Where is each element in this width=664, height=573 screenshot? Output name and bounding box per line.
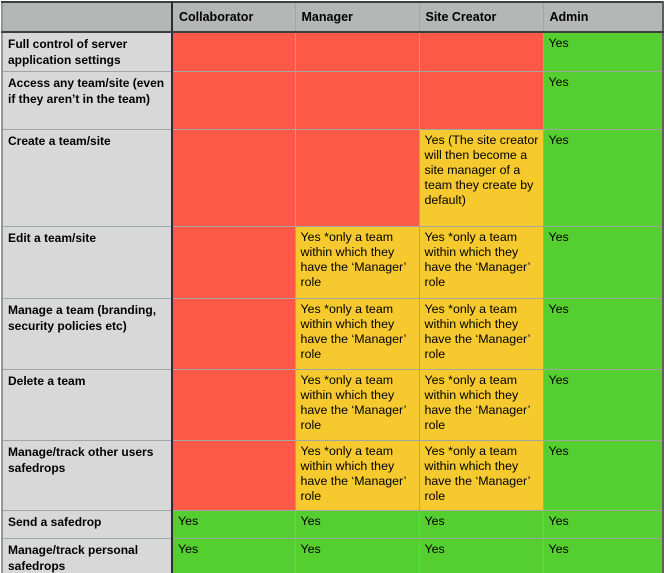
table-row: Access any team/site (even if they aren’… [1,70,664,130]
permission-cell: Yes *only a team within which they have … [418,225,544,299]
column-header-manager: Manager [294,1,420,33]
row-label: Manage/track personal safedrops [1,537,173,573]
table-row: Manage/track other users safedrops Yes *… [1,439,664,511]
permission-cell [171,368,296,441]
permission-cell [171,128,296,227]
permission-cell [294,31,420,72]
table-row: Manage a team (branding, security polici… [1,297,664,370]
permission-cell: Yes [542,70,664,130]
permission-cell: Yes [294,509,420,539]
permission-cell: Yes [542,297,664,370]
row-label: Access any team/site (even if they aren’… [1,70,173,130]
permission-cell [294,70,420,130]
permission-cell: Yes *only a team within which they have … [294,368,420,441]
permission-cell: Yes *only a team within which they have … [418,368,544,441]
row-label: Delete a team [1,368,173,441]
permission-cell [171,70,296,130]
permission-cell: Yes *only a team within which they have … [294,225,420,299]
row-label: Manage a team (branding, security polici… [1,297,173,370]
permission-cell: Yes *only a team within which they have … [418,439,544,511]
header-row: Collaborator Manager Site Creator Admin [1,1,664,33]
table-row: Edit a team/site Yes *only a team within… [1,225,664,299]
permission-cell [171,297,296,370]
permission-cell: Yes *only a team within which they have … [294,297,420,370]
table-row: Full control of server application setti… [1,31,664,72]
table-row: Manage/track personal safedrops Yes Yes … [1,537,664,573]
column-header-admin: Admin [542,1,664,33]
permission-cell: Yes [171,537,296,573]
permission-cell [418,31,544,72]
permission-cell: Yes *only a team within which they have … [418,297,544,370]
row-label: Manage/track other users safedrops [1,439,173,511]
column-header-collaborator: Collaborator [171,1,296,33]
permission-cell: Yes [542,128,664,227]
permission-cell [418,70,544,130]
permission-cell [294,128,420,227]
row-label: Full control of server application setti… [1,31,173,72]
row-label: Edit a team/site [1,225,173,299]
permission-cell [171,439,296,511]
row-label: Create a team/site [1,128,173,227]
permission-cell: Yes *only a team within which they have … [294,439,420,511]
column-header-site-creator: Site Creator [418,1,544,33]
corner-header-cell [1,1,173,33]
table-row: Create a team/site Yes (The site creator… [1,128,664,227]
permission-cell: Yes [542,509,664,539]
permission-cell: Yes [542,439,664,511]
permission-cell [171,225,296,299]
permission-cell: Yes [294,537,420,573]
permission-cell: Yes [542,537,664,573]
permission-cell: Yes [171,509,296,539]
table-row: Delete a team Yes *only a team within wh… [1,368,664,441]
permission-cell: Yes [542,31,664,72]
table-row: Send a safedrop Yes Yes Yes Yes [1,509,664,539]
permission-cell: Yes (The site creator will then become a… [418,128,544,227]
row-label: Send a safedrop [1,509,173,539]
permission-cell [171,31,296,72]
permission-cell: Yes [418,537,544,573]
permission-cell: Yes [418,509,544,539]
permission-cell: Yes [542,225,664,299]
permission-cell: Yes [542,368,664,441]
